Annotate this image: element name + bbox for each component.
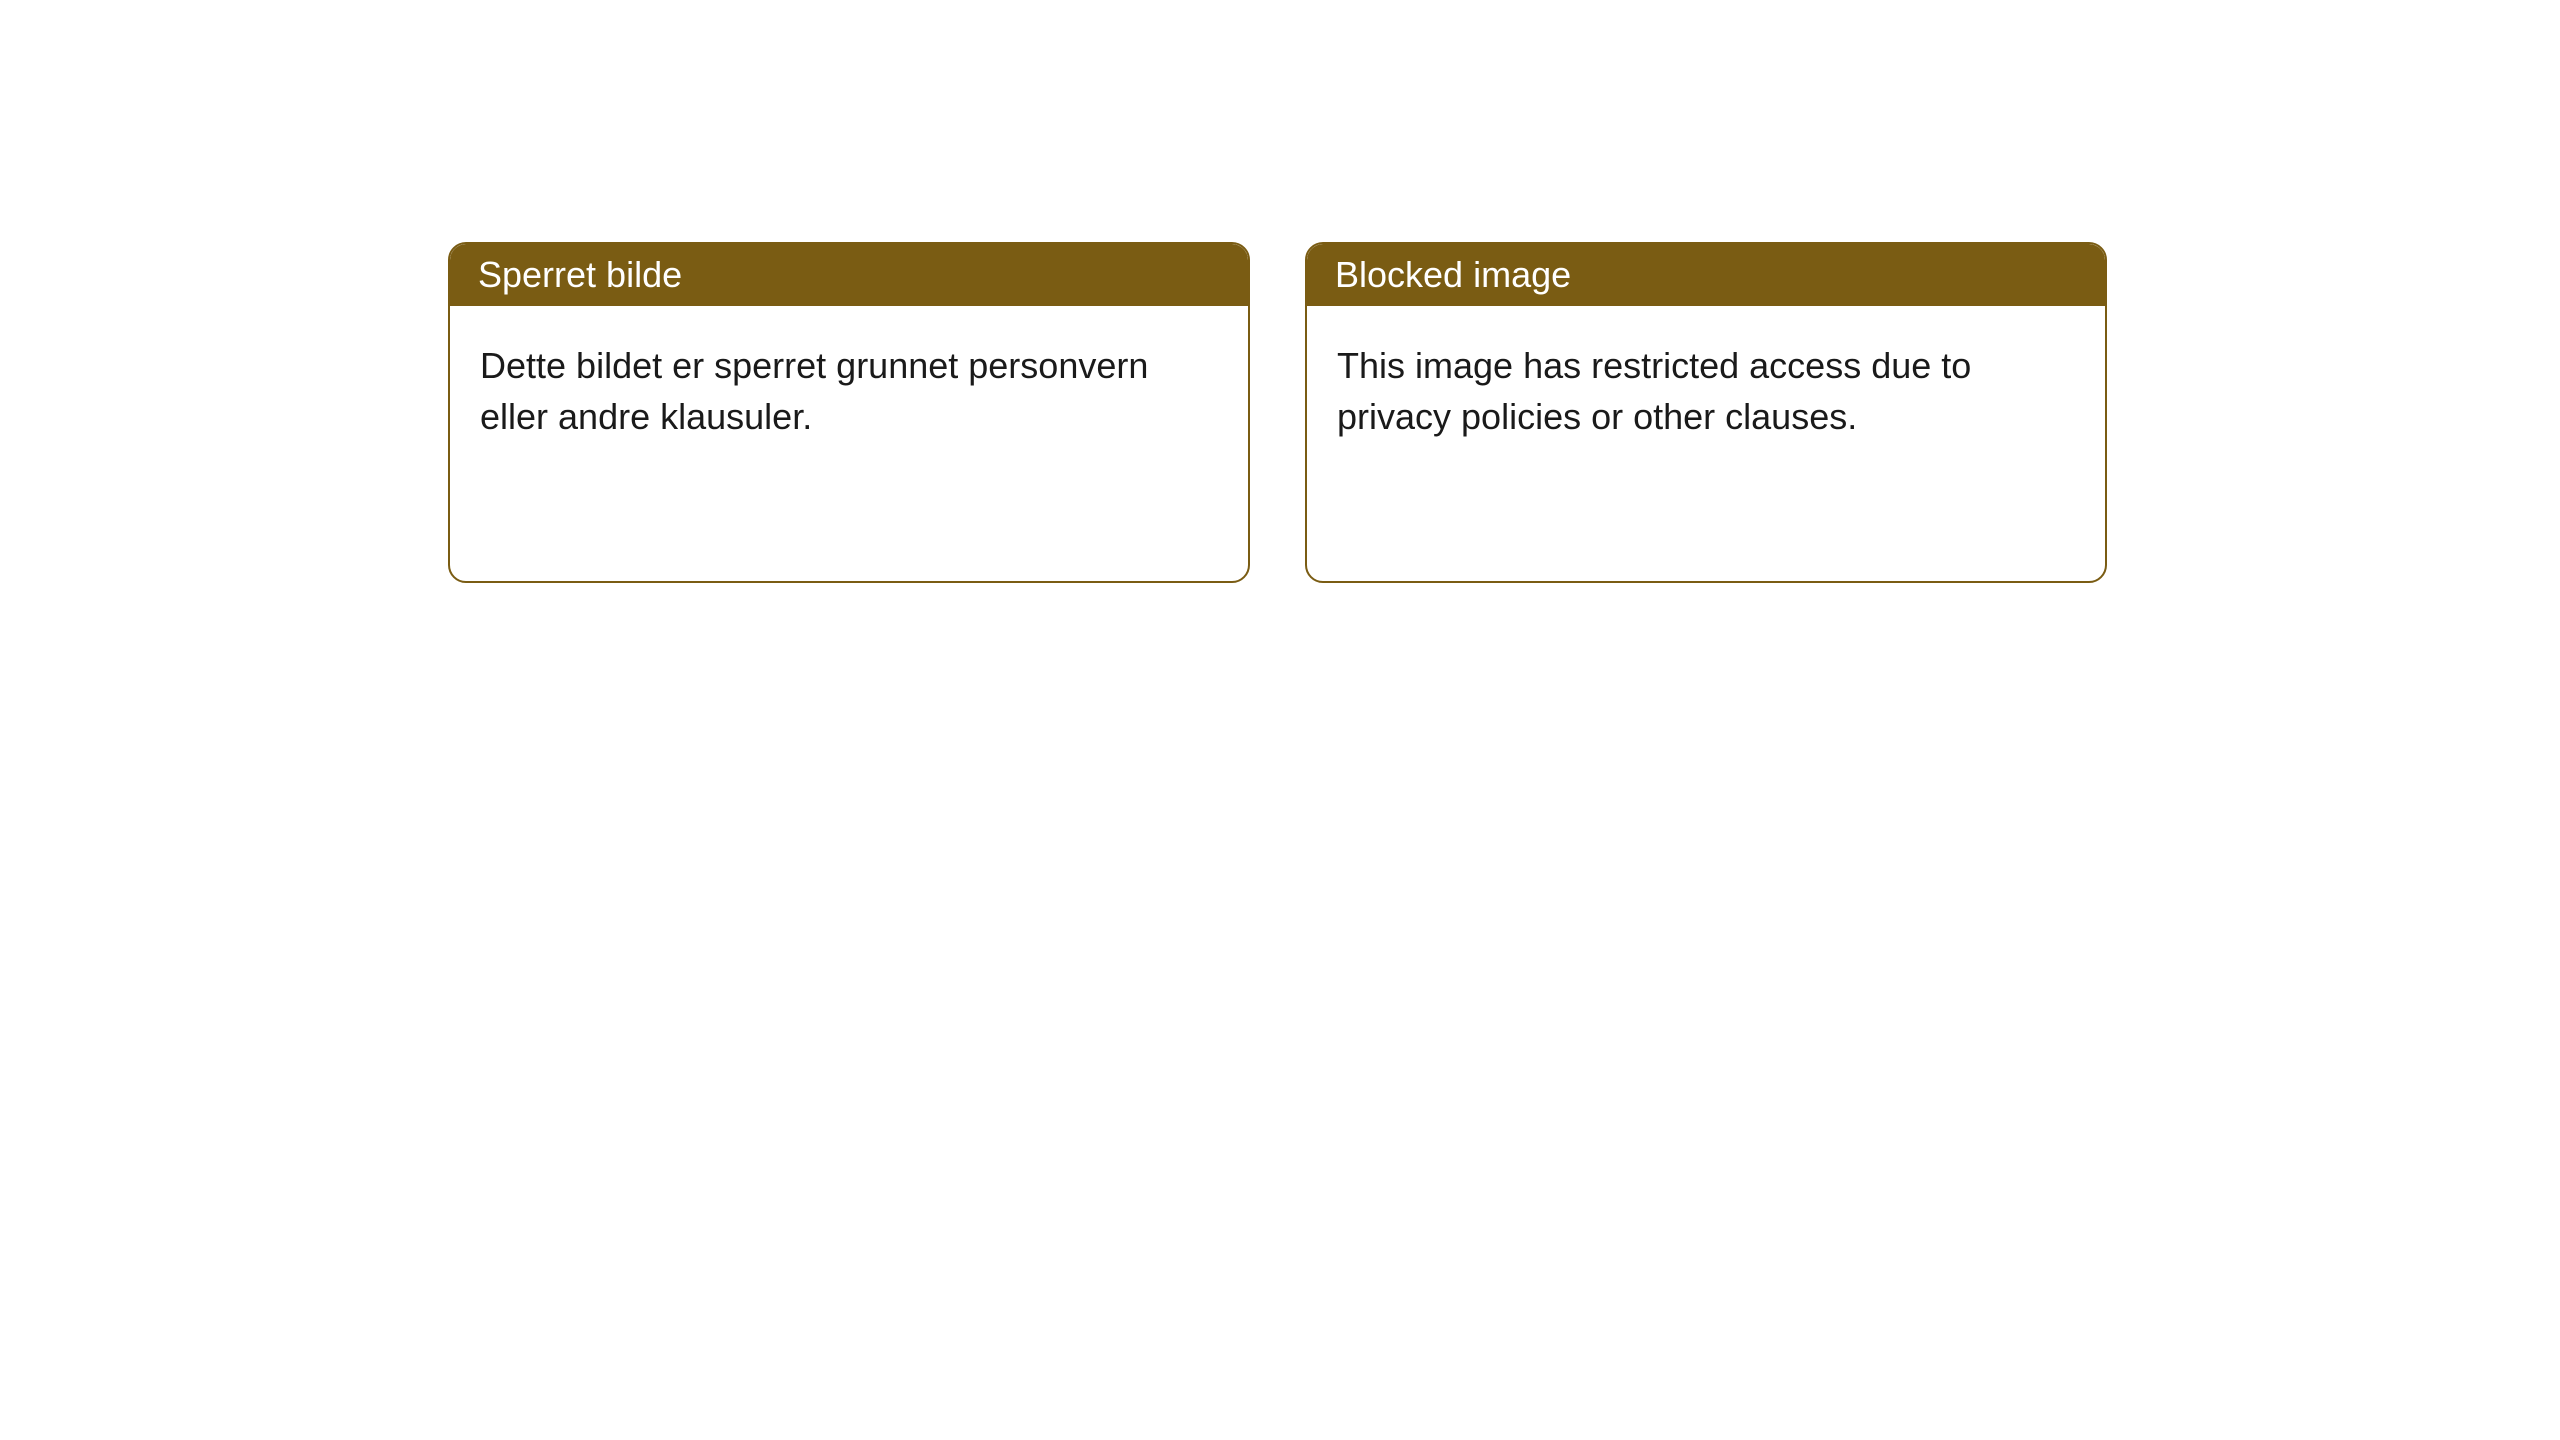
- notice-header: Sperret bilde: [450, 244, 1248, 306]
- notice-container: Sperret bilde Dette bildet er sperret gr…: [0, 0, 2560, 583]
- notice-body: This image has restricted access due to …: [1307, 306, 2105, 581]
- notice-box-english: Blocked image This image has restricted …: [1305, 242, 2107, 583]
- notice-body: Dette bildet er sperret grunnet personve…: [450, 306, 1248, 581]
- notice-title: Blocked image: [1335, 254, 1571, 295]
- notice-body-text: This image has restricted access due to …: [1337, 345, 1971, 437]
- notice-box-norwegian: Sperret bilde Dette bildet er sperret gr…: [448, 242, 1250, 583]
- notice-header: Blocked image: [1307, 244, 2105, 306]
- notice-title: Sperret bilde: [478, 254, 682, 295]
- notice-body-text: Dette bildet er sperret grunnet personve…: [480, 345, 1148, 437]
